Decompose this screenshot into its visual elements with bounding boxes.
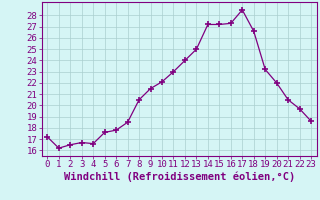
X-axis label: Windchill (Refroidissement éolien,°C): Windchill (Refroidissement éolien,°C) xyxy=(64,172,295,182)
